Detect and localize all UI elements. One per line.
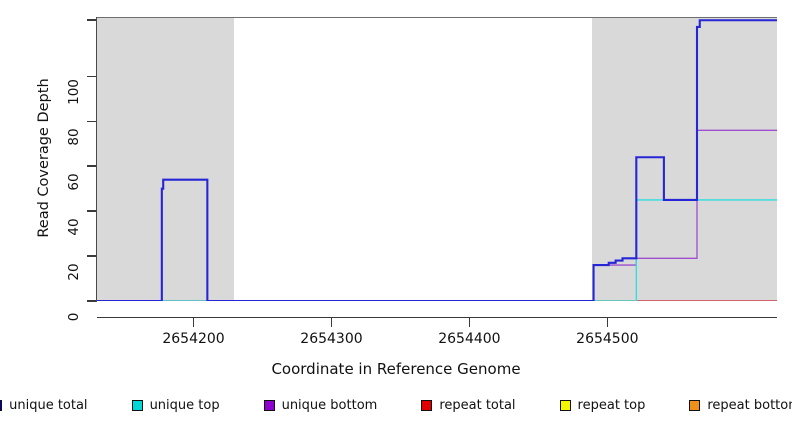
x-axis-line: [97, 317, 777, 319]
y-tick-label: 0: [66, 312, 82, 322]
legend-swatch-icon: [689, 400, 701, 411]
legend-label: repeat top: [577, 398, 646, 413]
legend-item[interactable]: repeat total: [421, 398, 516, 413]
legend-label: unique top: [149, 398, 220, 413]
legend-swatch-icon: [263, 400, 275, 411]
y-tick-label: 100: [66, 79, 82, 106]
y-tick: [87, 165, 96, 168]
y-tick: [87, 210, 96, 212]
series-lines: [97, 19, 777, 301]
x-tick: [330, 318, 333, 327]
plot-area: [97, 18, 777, 301]
x-tick-label: 2654500: [576, 331, 639, 347]
y-tick: [87, 255, 96, 257]
legend-item[interactable]: repeat bottom: [689, 398, 792, 413]
x-tick: [192, 318, 195, 327]
legend-item[interactable]: unique bottom: [263, 398, 378, 413]
series-line: [97, 129, 777, 301]
x-tick: [468, 318, 471, 327]
y-tick: [87, 300, 96, 302]
legend-label: unique bottom: [281, 398, 378, 413]
legend-label: repeat bottom: [707, 398, 792, 413]
series-line: [97, 199, 777, 301]
shaded-region: [97, 18, 234, 301]
y-tick-label: 40: [66, 218, 82, 236]
legend-item[interactable]: repeat top: [559, 398, 646, 413]
x-tick-label: 2654400: [438, 331, 501, 347]
y-tick-label: 20: [66, 263, 82, 281]
y-tick: [87, 19, 96, 22]
legend-swatch-icon: [559, 400, 571, 411]
legend-swatch-icon: [421, 400, 433, 411]
y-axis-line: [96, 17, 98, 302]
x-tick-label: 2654200: [162, 331, 225, 347]
legend-item[interactable]: unique total: [0, 398, 88, 413]
y-tick: [87, 120, 96, 123]
legend-swatch-icon: [0, 400, 3, 411]
series-line: [97, 19, 777, 301]
legend-item[interactable]: unique top: [131, 398, 220, 413]
x-tick: [606, 318, 609, 327]
x-axis-title: Coordinate in Reference Genome: [271, 360, 521, 378]
legend-swatch-icon: [131, 400, 143, 411]
y-axis-title: Read Coverage Depth: [36, 78, 52, 238]
y-tick: [87, 75, 96, 78]
x-tick-label: 2654300: [300, 331, 363, 347]
y-tick-label: 80: [66, 128, 82, 146]
shaded-region: [592, 18, 777, 301]
chart-legend: unique total unique top unique bottom repea…: [0, 398, 792, 413]
legend-label: unique total: [9, 398, 88, 413]
legend-label: repeat total: [439, 398, 516, 413]
plot-top-border: [97, 17, 777, 19]
y-tick-label: 60: [66, 173, 82, 191]
